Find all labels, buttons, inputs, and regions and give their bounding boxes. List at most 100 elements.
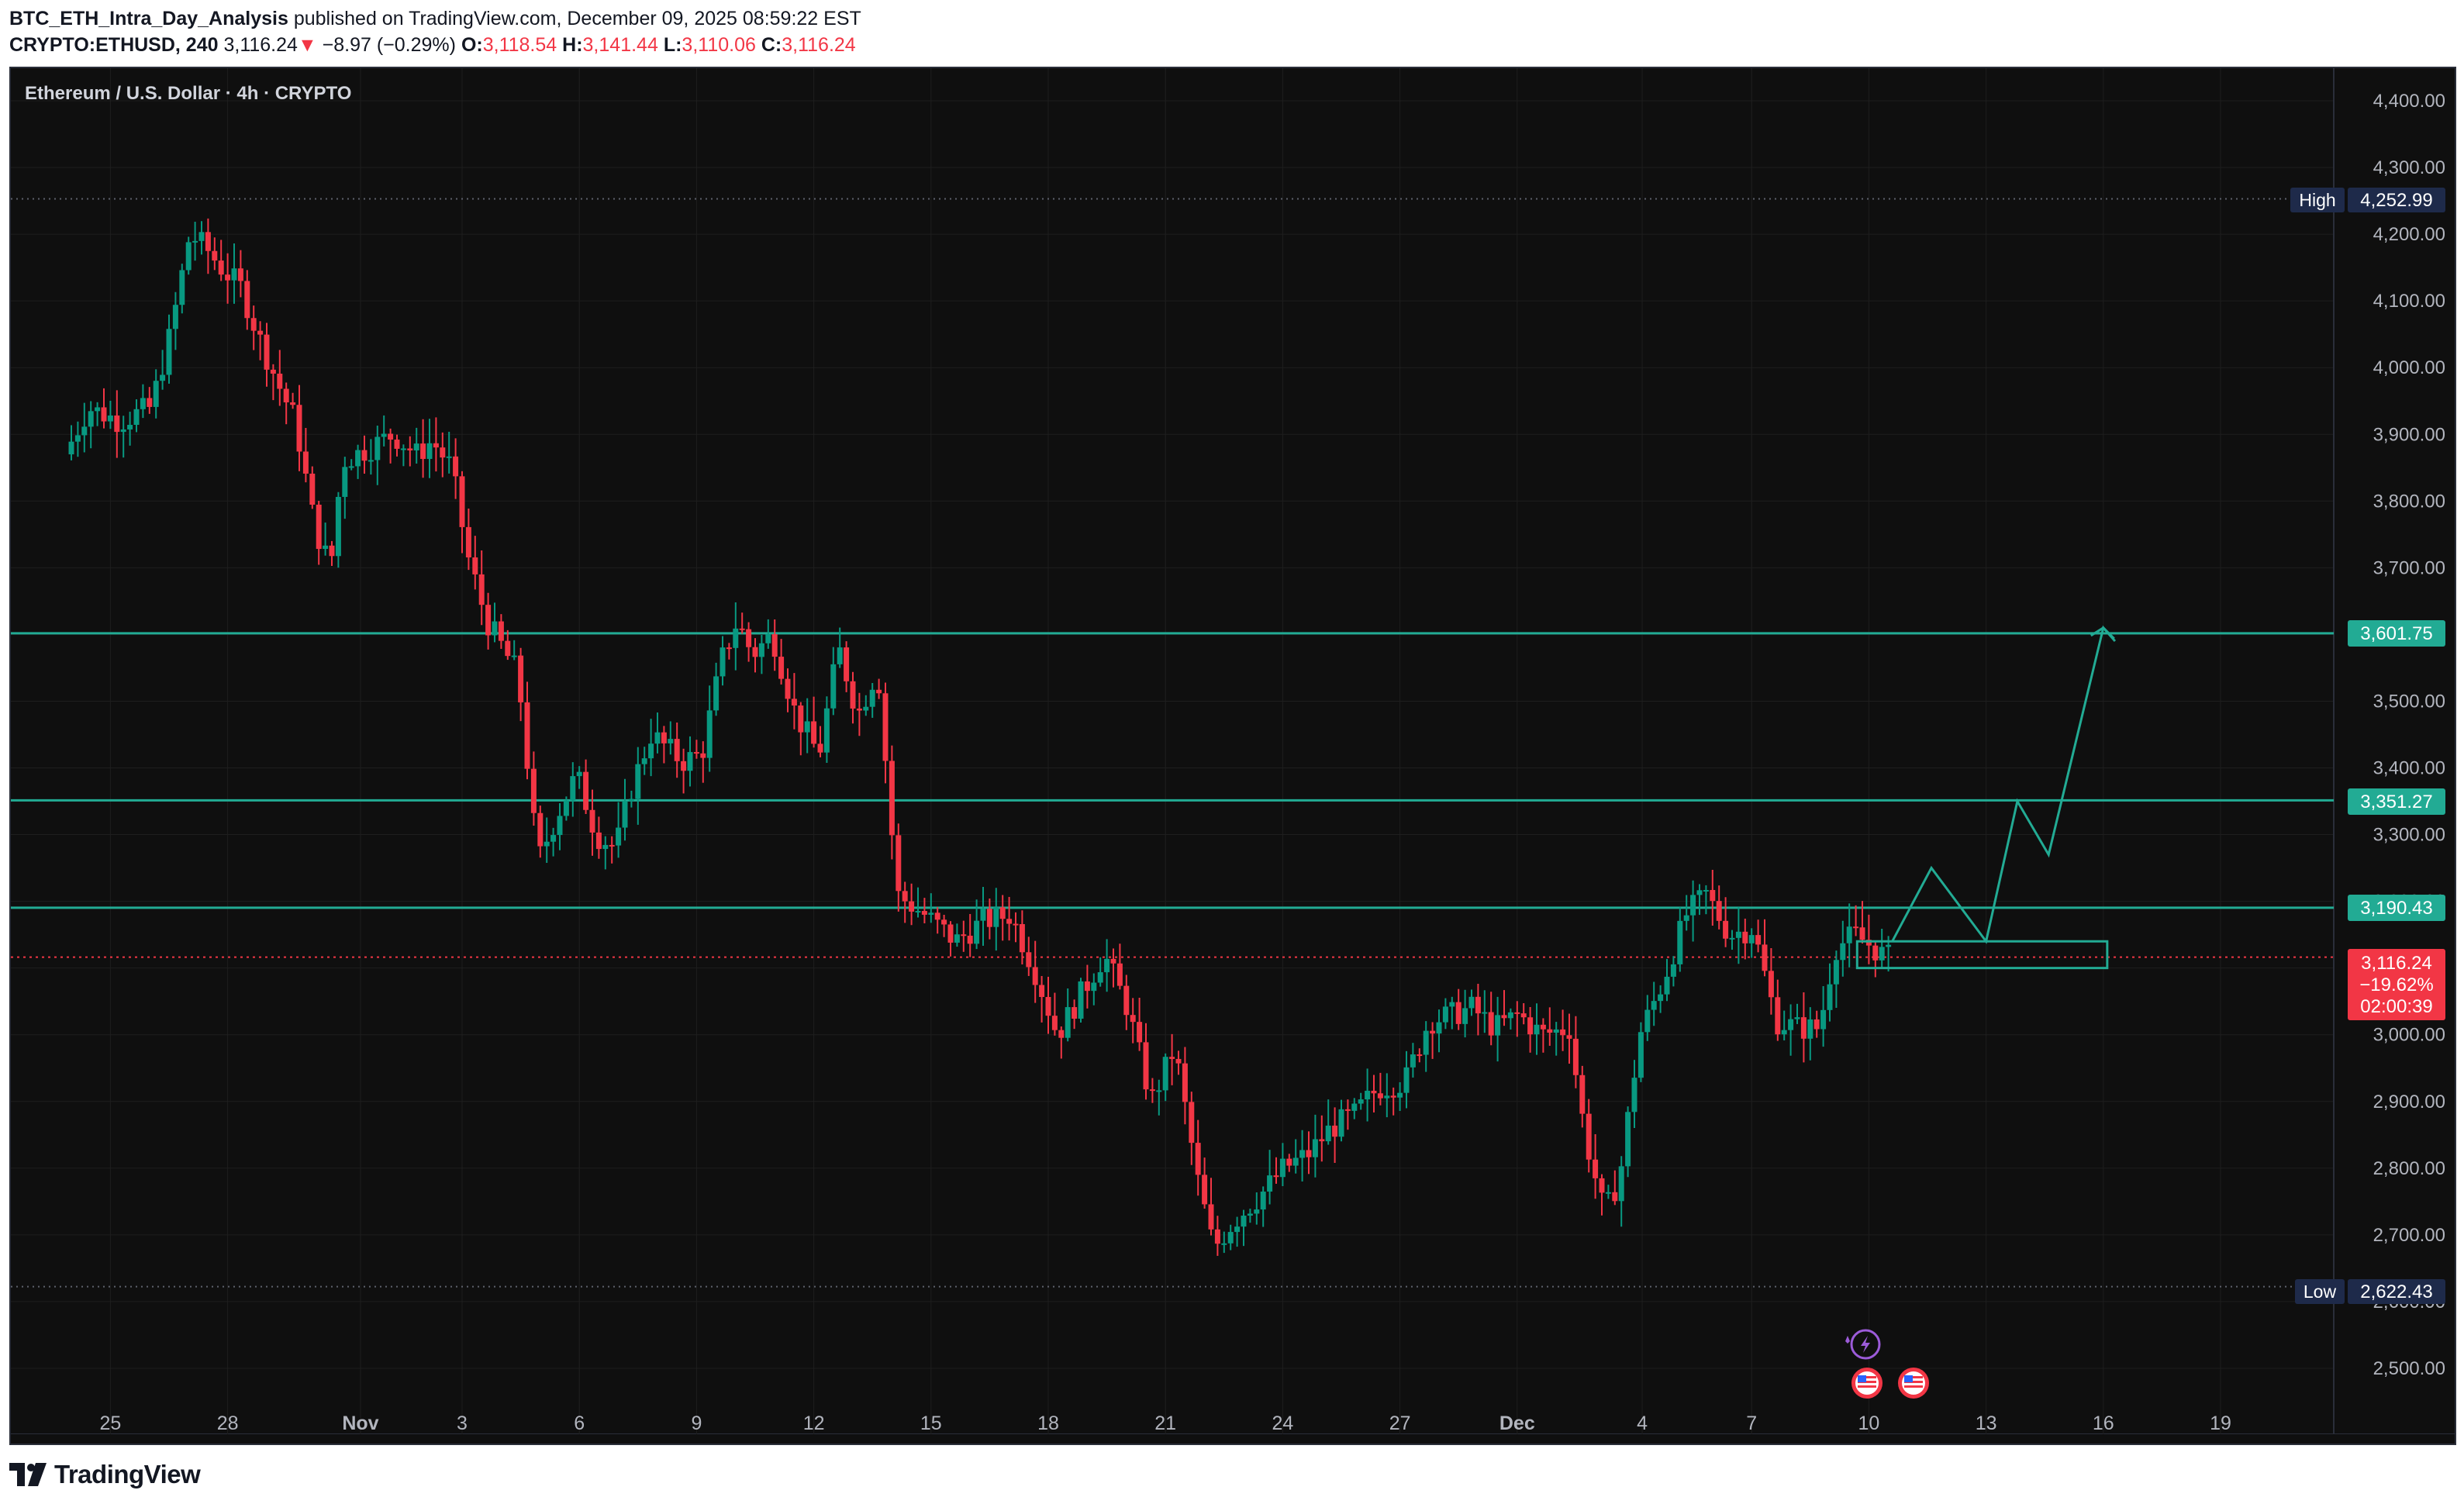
candle-body: [1344, 1109, 1351, 1111]
candle-body: [355, 450, 361, 467]
candle-body: [296, 405, 302, 452]
candle-body: [1338, 1109, 1344, 1137]
candle-body: [1618, 1166, 1624, 1202]
candle-body: [1045, 997, 1051, 1016]
candle-body: [1605, 1192, 1611, 1194]
candle-body: [1116, 963, 1123, 986]
candle-body: [1755, 935, 1762, 945]
candle-body: [1312, 1139, 1318, 1157]
candle-body: [205, 232, 211, 251]
candle-body: [1703, 890, 1709, 892]
chart-background: [11, 68, 2455, 1444]
candle-body: [1013, 923, 1019, 926]
level-tag-3[interactable]: 3,190.43: [2348, 895, 2445, 921]
us-flag-icon[interactable]: [1851, 1368, 1883, 1399]
candle-body: [1520, 1013, 1527, 1018]
candle-body: [1299, 1150, 1306, 1158]
candle-body: [928, 912, 934, 915]
time-tick-label: 4: [1637, 1413, 1648, 1434]
candle-body: [823, 708, 830, 753]
candle-body: [335, 496, 341, 557]
candle-body: [342, 467, 348, 497]
candle-body: [250, 318, 257, 331]
candle-body: [368, 460, 374, 462]
candle-body: [739, 628, 745, 630]
price-chart[interactable]: Ethereum / U.S. Dollar · 4h · CRYPTO 4,4…: [11, 68, 2455, 1444]
candle-body: [505, 640, 511, 657]
level-tag-2[interactable]: 3,351.27: [2348, 788, 2445, 815]
author-name[interactable]: BTC_ETH_Intra_Day_Analysis: [9, 8, 288, 29]
price-tick-label: 4,000.00: [2373, 357, 2445, 378]
candle-body: [407, 448, 413, 450]
candle-body: [316, 504, 322, 550]
candle-body: [381, 433, 387, 437]
candle-body: [465, 526, 471, 557]
candle-body: [1430, 1030, 1436, 1034]
candle-body: [101, 407, 107, 422]
price-tick-label: 3,400.00: [2373, 758, 2445, 779]
candle-body: [921, 911, 927, 915]
chart-legend-title: Ethereum / U.S. Dollar · 4h · CRYPTO: [25, 83, 351, 104]
flash-event-icon[interactable]: [1845, 1329, 1881, 1360]
candle-body: [1156, 1090, 1162, 1092]
candle-body: [654, 732, 661, 744]
candle-body: [896, 835, 902, 892]
candle-body: [518, 655, 524, 702]
candle-body: [622, 801, 628, 828]
candle-body: [1742, 931, 1748, 943]
svg-text:3,190.43: 3,190.43: [2360, 898, 2432, 919]
candle-body: [1130, 1015, 1136, 1023]
candle-body: [1351, 1103, 1358, 1111]
candle-body: [1449, 1002, 1455, 1007]
candle-body: [902, 891, 908, 902]
current-change-pct: −19.62%: [2359, 974, 2433, 995]
candle-body: [1846, 926, 1852, 943]
horizontal-lines: [11, 198, 2334, 1288]
candle-body: [1762, 944, 1768, 971]
candle-body: [869, 689, 875, 707]
candle-body: [498, 621, 504, 641]
candle-body: [1683, 915, 1689, 921]
candle-body: [557, 816, 563, 836]
time-tick-label: 7: [1746, 1413, 1757, 1434]
candle-body: [889, 761, 895, 836]
candle-body: [478, 574, 485, 605]
candle-body: [700, 753, 706, 758]
candle-body: [947, 924, 954, 943]
candle-body: [844, 647, 850, 681]
candle-body: [413, 443, 419, 450]
candle-body: [270, 369, 276, 374]
candle-body: [147, 398, 153, 407]
candle-body: [394, 440, 400, 449]
candle-body: [1827, 984, 1833, 1010]
us-flag-icon[interactable]: [1898, 1368, 1929, 1399]
candle-body: [778, 657, 785, 679]
candle-body: [1006, 919, 1013, 924]
candle-body: [1501, 1015, 1507, 1019]
candle-body: [934, 912, 940, 920]
time-tick-label: 6: [574, 1413, 585, 1434]
candle-body: [1664, 976, 1670, 995]
candle-body: [1723, 920, 1729, 939]
candle-body: [1677, 920, 1683, 964]
candle-body: [530, 768, 537, 813]
time-tick-label: 27: [1389, 1413, 1411, 1434]
candle-body: [967, 935, 973, 944]
candle-body: [850, 681, 856, 709]
price-tick-label: 3,500.00: [2373, 691, 2445, 712]
level-tag-1[interactable]: 3,601.75: [2348, 620, 2445, 647]
candle-body: [309, 473, 316, 505]
candle-body: [1279, 1158, 1285, 1178]
candle-body: [1026, 952, 1032, 968]
candle-body: [1234, 1226, 1241, 1233]
tradingview-logo[interactable]: TradingView: [9, 1459, 201, 1490]
time-tick-label: 12: [803, 1413, 825, 1434]
candle-body: [459, 476, 465, 527]
candle-body: [583, 771, 589, 810]
candle-body: [726, 647, 732, 650]
candle-body: [1195, 1143, 1201, 1175]
candle-body: [472, 557, 478, 574]
candle-body: [544, 841, 550, 847]
candle-body: [1788, 1019, 1794, 1030]
candle-body: [693, 752, 699, 754]
